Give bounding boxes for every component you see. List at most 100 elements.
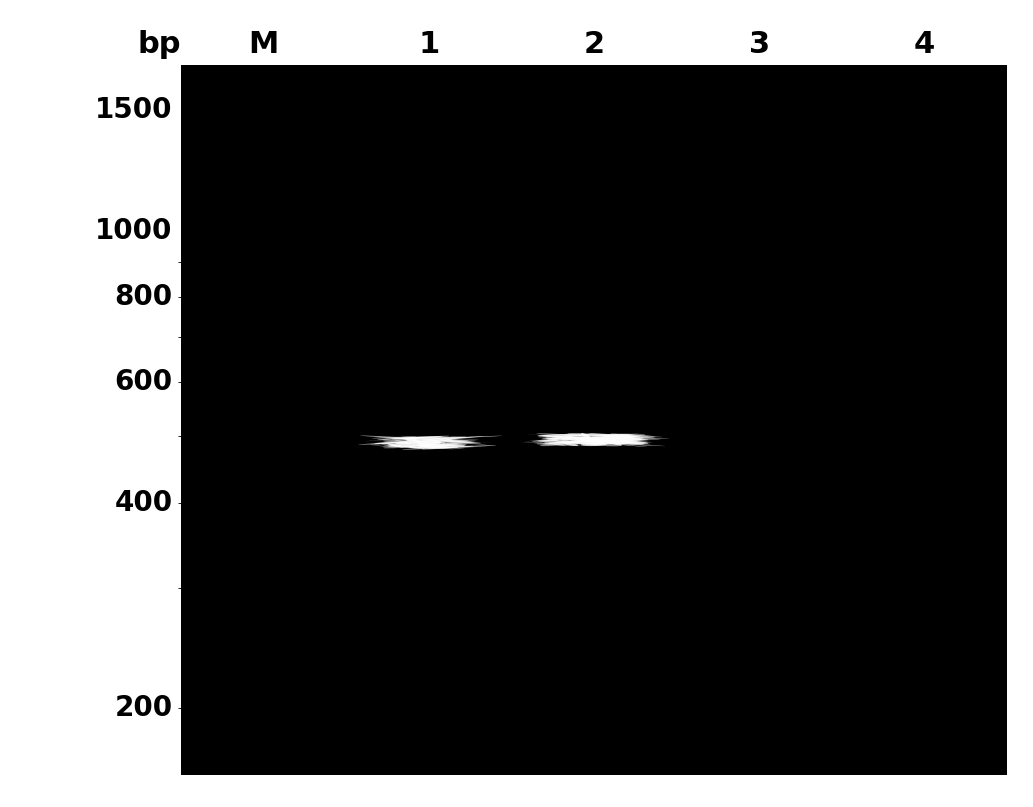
Ellipse shape xyxy=(601,436,625,437)
Ellipse shape xyxy=(583,437,617,439)
Ellipse shape xyxy=(538,435,594,439)
Ellipse shape xyxy=(574,439,601,441)
Ellipse shape xyxy=(567,437,595,439)
Ellipse shape xyxy=(599,440,628,442)
Ellipse shape xyxy=(358,441,439,445)
Ellipse shape xyxy=(394,445,432,446)
Ellipse shape xyxy=(400,438,429,440)
Ellipse shape xyxy=(601,435,622,436)
Text: bp: bp xyxy=(137,30,181,59)
Ellipse shape xyxy=(597,438,623,440)
Ellipse shape xyxy=(392,439,425,441)
Ellipse shape xyxy=(382,440,411,441)
Ellipse shape xyxy=(359,436,430,439)
Ellipse shape xyxy=(571,439,603,441)
Ellipse shape xyxy=(590,436,634,441)
Ellipse shape xyxy=(600,439,622,440)
Ellipse shape xyxy=(537,441,601,445)
Ellipse shape xyxy=(554,441,577,442)
Ellipse shape xyxy=(597,437,617,439)
Ellipse shape xyxy=(401,437,453,439)
Ellipse shape xyxy=(383,445,453,449)
Ellipse shape xyxy=(620,439,634,440)
Ellipse shape xyxy=(417,446,449,448)
Ellipse shape xyxy=(616,439,631,440)
Ellipse shape xyxy=(564,438,648,441)
Ellipse shape xyxy=(604,440,637,441)
Ellipse shape xyxy=(544,441,553,444)
Ellipse shape xyxy=(405,440,449,444)
Ellipse shape xyxy=(534,444,580,446)
Ellipse shape xyxy=(433,441,467,443)
Ellipse shape xyxy=(430,437,483,439)
Ellipse shape xyxy=(560,434,635,437)
Ellipse shape xyxy=(597,434,638,436)
Ellipse shape xyxy=(541,438,564,441)
Ellipse shape xyxy=(604,437,627,441)
Ellipse shape xyxy=(407,442,491,446)
Ellipse shape xyxy=(575,438,641,441)
Ellipse shape xyxy=(436,440,463,442)
Ellipse shape xyxy=(537,435,553,437)
Ellipse shape xyxy=(430,447,462,449)
Text: M: M xyxy=(248,30,279,59)
Ellipse shape xyxy=(377,436,449,440)
Ellipse shape xyxy=(621,437,636,439)
Ellipse shape xyxy=(573,438,587,441)
Ellipse shape xyxy=(578,441,629,442)
Ellipse shape xyxy=(609,440,617,441)
Ellipse shape xyxy=(394,445,414,446)
Ellipse shape xyxy=(535,442,575,445)
Ellipse shape xyxy=(588,433,621,436)
Ellipse shape xyxy=(568,442,582,444)
Ellipse shape xyxy=(568,438,597,442)
Ellipse shape xyxy=(609,433,650,436)
Ellipse shape xyxy=(372,437,416,438)
Ellipse shape xyxy=(532,439,577,441)
Ellipse shape xyxy=(365,438,426,441)
Ellipse shape xyxy=(590,442,622,445)
Ellipse shape xyxy=(597,440,603,442)
Ellipse shape xyxy=(436,444,459,445)
Ellipse shape xyxy=(545,436,629,440)
Ellipse shape xyxy=(401,445,450,448)
Ellipse shape xyxy=(589,438,608,441)
Ellipse shape xyxy=(446,439,469,441)
Ellipse shape xyxy=(542,437,569,441)
Ellipse shape xyxy=(574,441,604,445)
Ellipse shape xyxy=(564,444,578,445)
Ellipse shape xyxy=(587,439,652,441)
Ellipse shape xyxy=(421,445,473,449)
Ellipse shape xyxy=(386,443,403,448)
Ellipse shape xyxy=(567,433,623,437)
Ellipse shape xyxy=(570,435,584,436)
Ellipse shape xyxy=(402,445,497,449)
Ellipse shape xyxy=(543,436,621,439)
Ellipse shape xyxy=(618,439,637,441)
Ellipse shape xyxy=(416,444,444,447)
Ellipse shape xyxy=(597,437,615,440)
Ellipse shape xyxy=(549,437,570,439)
Ellipse shape xyxy=(593,439,612,441)
Ellipse shape xyxy=(595,436,629,438)
Ellipse shape xyxy=(592,439,640,443)
Ellipse shape xyxy=(573,437,597,439)
Ellipse shape xyxy=(422,446,455,449)
Ellipse shape xyxy=(410,439,459,441)
Ellipse shape xyxy=(585,442,622,446)
Ellipse shape xyxy=(408,446,421,449)
Ellipse shape xyxy=(398,436,502,440)
Ellipse shape xyxy=(582,434,591,438)
Ellipse shape xyxy=(559,434,637,438)
Ellipse shape xyxy=(575,441,647,445)
Ellipse shape xyxy=(592,439,633,442)
Ellipse shape xyxy=(370,441,422,445)
Ellipse shape xyxy=(407,445,465,449)
Ellipse shape xyxy=(609,441,650,442)
Ellipse shape xyxy=(558,436,650,440)
Ellipse shape xyxy=(525,437,605,441)
Ellipse shape xyxy=(433,441,445,444)
Text: 2: 2 xyxy=(584,30,604,59)
Ellipse shape xyxy=(611,433,640,437)
Ellipse shape xyxy=(621,437,636,439)
